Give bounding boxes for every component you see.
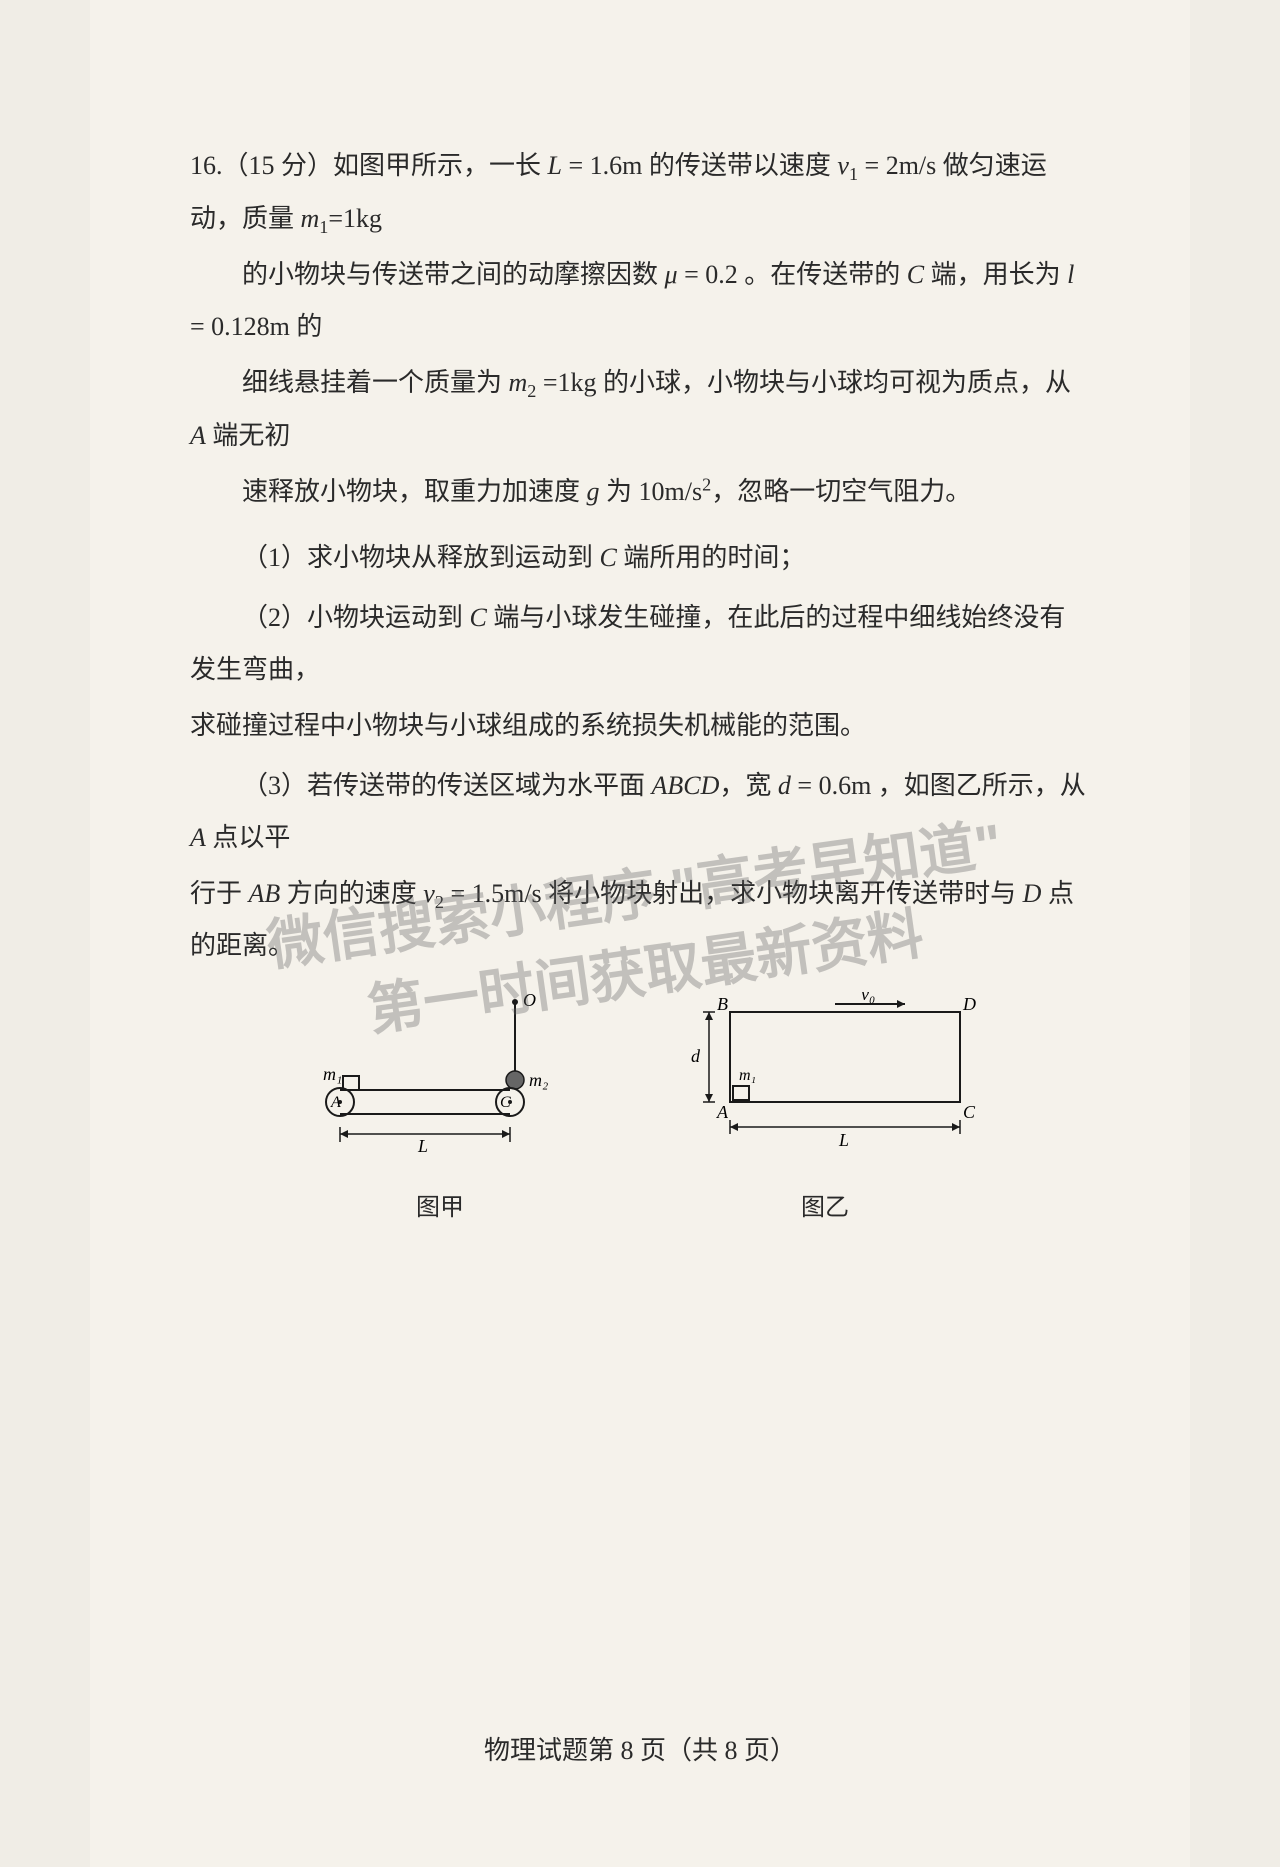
problem-header-line: 16.（15 分）如图甲所示，一长 L = 1.6m 的传送带以速度 v1 = … — [190, 140, 1090, 245]
label-L: L — [417, 1136, 428, 1156]
q3b: 行于 AB 方向的速度 v2 = 1.5m/s 将小物块射出，求小物块离开传送带… — [190, 868, 1090, 973]
label-O: O — [523, 992, 536, 1010]
q2a: （2）小物块运动到 C 端与小球发生碰撞，在此后的过程中细线始终没有发生弯曲， — [190, 592, 1090, 696]
label-m1-2: m₁ — [739, 1067, 756, 1084]
figure-1-caption: 图甲 — [285, 1187, 595, 1222]
page-footer: 物理试题第 8 页（共 8 页） — [90, 1730, 1190, 1767]
q1: （1）求小物块从释放到运动到 C 端所用的时间； — [190, 532, 1090, 584]
label-C2: C — [963, 1102, 976, 1122]
problem-points: （15 分） — [223, 151, 334, 180]
figure-1: O m₂ A C m₁ — [285, 992, 595, 1222]
problem-text-2: 细线悬挂着一个质量为 m2 =1kg 的小球，小物块与小球均可视为质点，从 A … — [190, 357, 1090, 462]
label-A: A — [330, 1094, 341, 1111]
label-L2: L — [838, 1130, 849, 1150]
exam-page: 16.（15 分）如图甲所示，一长 L = 1.6m 的传送带以速度 v1 = … — [90, 0, 1190, 1867]
q2b: 求碰撞过程中小物块与小球组成的系统损失机械能的范围。 — [190, 700, 1090, 752]
label-m2: m₂ — [529, 1070, 548, 1090]
figure-2-svg: B D A C v₀ m₁ d — [655, 992, 995, 1172]
label-C: C — [500, 1094, 511, 1111]
label-d: d — [691, 1046, 701, 1066]
figures-row: O m₂ A C m₁ — [190, 992, 1090, 1222]
label-B: B — [717, 994, 728, 1014]
figure-1-svg: O m₂ A C m₁ — [285, 992, 595, 1172]
q3a: （3）若传送带的传送区域为水平面 ABCD，宽 d = 0.6m ，如图乙所示，… — [190, 760, 1090, 864]
problem-number: 16. — [190, 151, 223, 180]
label-m1: m₁ — [323, 1064, 342, 1084]
problem-16: 16.（15 分）如图甲所示，一长 L = 1.6m 的传送带以速度 v1 = … — [190, 140, 1090, 972]
figure-2-caption: 图乙 — [655, 1187, 995, 1222]
label-v0: v₀ — [861, 992, 875, 1004]
label-D: D — [962, 994, 976, 1014]
problem-text-1: 的小物块与传送带之间的动摩擦因数 μ = 0.2 。在传送带的 C 端，用长为 … — [190, 249, 1090, 353]
problem-text-3: 速释放小物块，取重力加速度 g 为 10m/s2，忽略一切空气阻力。 — [190, 466, 1090, 518]
label-A2: A — [716, 1102, 729, 1122]
figure-2: B D A C v₀ m₁ d — [655, 992, 995, 1222]
